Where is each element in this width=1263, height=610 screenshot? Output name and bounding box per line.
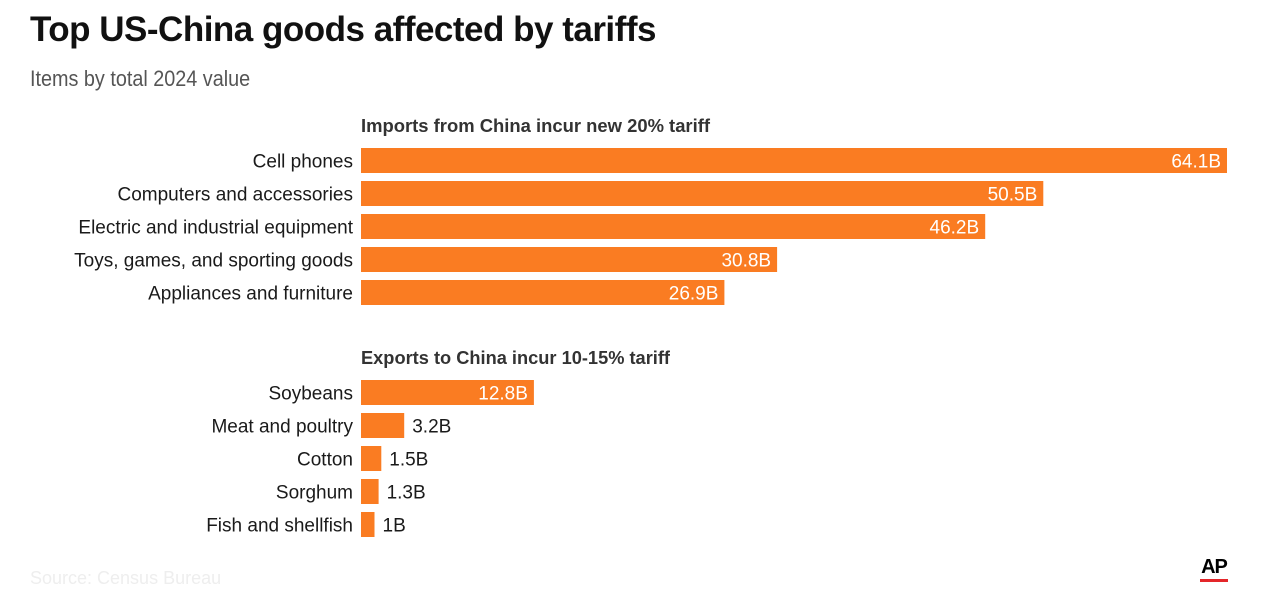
exports-bar [361,413,405,438]
exports-category-label: Sorghum [276,483,353,504]
exports-group-title: Exports to China incur 10-15% tariff [361,348,671,368]
imports-bar [361,280,725,305]
imports-category-label: Appliances and furniture [148,284,353,305]
imports-group-title: Imports from China incur new 20% tariff [361,116,711,136]
imports-bar [361,247,778,272]
exports-value-label: 3.2B [412,417,451,438]
imports-category-label: Toys, games, and sporting goods [74,251,353,272]
exports-category-label: Fish and shellfish [206,516,353,537]
chart-title: Top US-China goods affected by tariffs [30,10,656,49]
imports-value-label: 64.1B [1171,152,1221,173]
ap-logo: AP [1199,556,1229,582]
ap-logo-text: AP [1201,556,1228,578]
imports-value-label: 46.2B [930,218,980,239]
exports-bar [361,446,382,471]
imports-category-label: Cell phones [253,152,353,173]
exports-value-label: 1.5B [389,450,428,471]
source-note: Source: Census Bureau [30,568,222,588]
exports-value-label: 12.8B [478,384,528,405]
imports-value-label: 50.5B [988,185,1038,206]
imports-category-label: Electric and industrial equipment [78,218,353,239]
ap-logo-bar [1200,579,1228,582]
imports-category-label: Computers and accessories [118,185,354,206]
chart-subtitle: Items by total 2024 value [30,66,251,91]
exports-category-label: Meat and poultry [211,417,353,438]
imports-bar [361,214,986,239]
exports-value-label: 1B [383,516,406,537]
imports-bar [361,148,1227,173]
exports-bar [361,479,379,504]
imports-value-label: 26.9B [669,284,719,305]
imports-value-label: 30.8B [721,251,771,272]
exports-bar [361,380,534,405]
exports-category-label: Cotton [297,450,353,471]
imports-bar [361,181,1044,206]
exports-category-label: Soybeans [268,384,353,405]
exports-bar [361,512,375,537]
exports-value-label: 1.3B [387,483,426,504]
